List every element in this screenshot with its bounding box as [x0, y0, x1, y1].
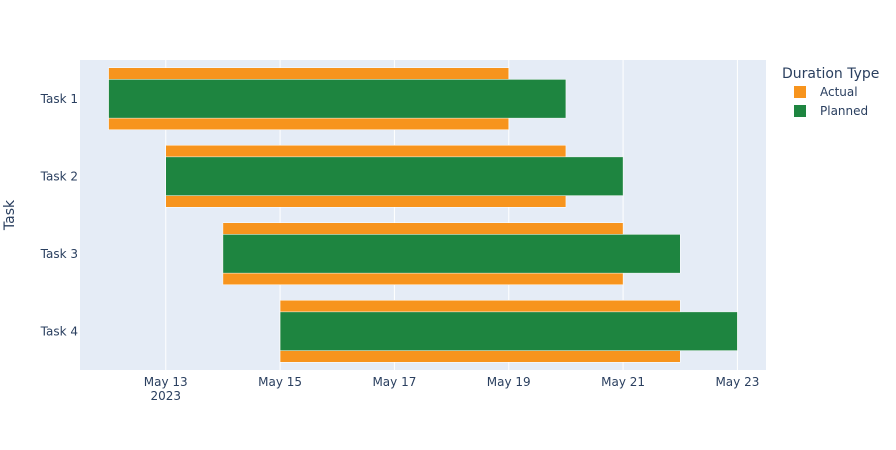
legend-label-actual: Actual: [820, 85, 858, 99]
bars-layer: [108, 67, 738, 363]
y-tick-label: Task 3: [40, 247, 78, 261]
x-tick-label: May 23: [715, 375, 759, 389]
y-tick-label: Task 4: [40, 324, 78, 338]
legend-label-planned: Planned: [820, 104, 868, 118]
y-tick-label: Task 1: [40, 92, 78, 106]
legend-title: Duration Type: [782, 66, 879, 82]
x-tick-label: May 21: [601, 375, 645, 389]
bar-planned: [108, 79, 567, 119]
y-tick-label: Task 2: [40, 169, 78, 183]
x-tick-label: May 13: [144, 375, 188, 389]
x-tick-label: May 19: [487, 375, 531, 389]
y-axis-ticks: Task 1 Task 2 Task 3 Task 4: [40, 92, 78, 339]
bar-planned: [279, 311, 738, 351]
x-tick-label: May 15: [258, 375, 302, 389]
legend: Duration Type Actual Planned: [782, 66, 879, 118]
bar-planned: [165, 156, 624, 196]
legend-swatch-actual: [794, 86, 806, 98]
y-axis-title: Task: [2, 199, 18, 231]
x-tick-label: May 17: [372, 375, 416, 389]
x-tick-sublabel: 2023: [150, 389, 181, 403]
legend-swatch-planned: [794, 105, 806, 117]
bar-planned: [222, 234, 681, 274]
